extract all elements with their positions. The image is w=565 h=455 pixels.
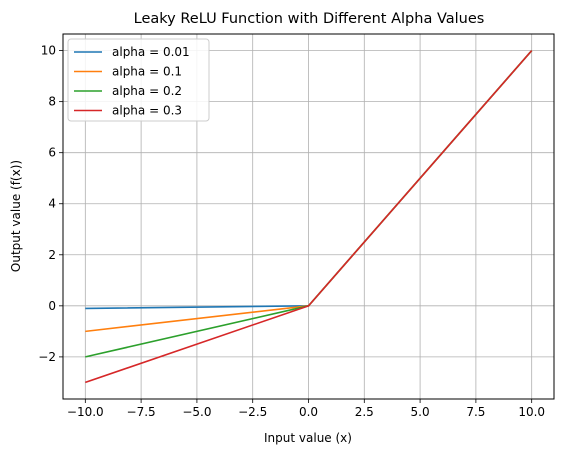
x-tick-label: −2.5 [238,405,267,419]
legend-label-1: alpha = 0.1 [112,65,182,79]
y-tick-label: 0 [48,299,56,313]
y-tick-label: 4 [48,197,56,211]
x-tick-label: 10.0 [518,405,545,419]
legend-label-0: alpha = 0.01 [112,45,190,59]
axis-ticks: −10.0 −7.5 −5.0 −2.5 0.0 2.5 5.0 7.5 10.0 −2 0 2 4 6 8… [38,44,545,419]
chart-title: Leaky ReLU Function with Different Alpha… [134,11,485,27]
series-line-3 [85,50,533,384]
x-tick-label: −10.0 [67,405,104,419]
y-tick-label: −2 [38,350,56,364]
y-tick-label: 10 [41,44,56,58]
series-lines [85,50,533,384]
y-tick-label: 8 [48,95,56,109]
legend-label-3: alpha = 0.3 [112,104,182,118]
x-tick-label: −5.0 [182,405,211,419]
x-tick-label: 7.5 [466,405,485,419]
y-tick-label: 6 [48,146,56,160]
y-tick-label: 2 [48,248,56,262]
x-axis-label: Input value (x) [264,431,352,445]
x-tick-label: −7.5 [127,405,156,419]
x-tick-label: 5.0 [411,405,430,419]
x-tick-label: 2.5 [355,405,374,419]
y-axis-label: Output value (f(x)) [9,160,23,272]
x-tick-label: 0.0 [299,405,318,419]
grid [63,34,554,399]
legend-box [67,38,210,122]
legend: alpha = 0.01 alpha = 0.1 alpha = 0.2 alpha … [67,38,210,122]
legend-label-2: alpha = 0.2 [112,84,182,98]
